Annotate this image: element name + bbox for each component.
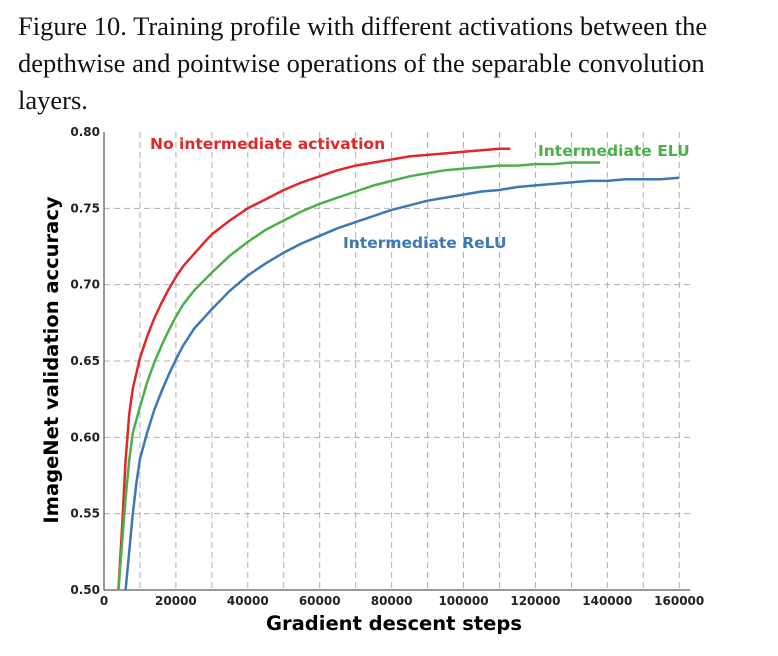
x-tick-label: 80000 bbox=[371, 594, 413, 608]
y-tick-label: 0.80 bbox=[70, 125, 100, 139]
y-tick-label: 0.60 bbox=[70, 430, 100, 444]
x-tick-label: 120000 bbox=[510, 594, 560, 608]
y-tick-label: 0.75 bbox=[70, 201, 100, 215]
annotation-no-intermediate: No intermediate activation bbox=[150, 135, 385, 153]
series-line-intermediate-relu bbox=[124, 176, 680, 591]
y-tick-label: 0.70 bbox=[70, 278, 100, 292]
annotation-intermediate-elu: Intermediate ELU bbox=[538, 142, 690, 160]
y-tick-label: 0.55 bbox=[70, 507, 100, 521]
x-tick-label: 160000 bbox=[654, 594, 704, 608]
y-tick-labels: 0.50 0.55 0.60 0.65 0.70 0.75 0.80 bbox=[70, 125, 100, 597]
series-lines bbox=[117, 147, 680, 591]
series-line-intermediate-elu bbox=[117, 161, 601, 591]
figure-caption: Figure 10. Training profile with differe… bbox=[18, 11, 708, 115]
plot-axes bbox=[103, 132, 690, 591]
y-tick-label: 0.50 bbox=[70, 583, 100, 597]
x-tick-label: 0 bbox=[100, 594, 108, 608]
y-tick-label: 0.65 bbox=[70, 354, 100, 368]
x-axis-label: Gradient descent steps bbox=[266, 612, 522, 635]
grid-lines bbox=[104, 132, 690, 590]
x-tick-labels: 0 20000 40000 60000 80000 100000 120000 140000 1… bbox=[100, 594, 704, 608]
x-tick-label: 40000 bbox=[227, 594, 269, 608]
x-tick-label: 20000 bbox=[155, 594, 197, 608]
annotation-intermediate-relu: Intermediate ReLU bbox=[343, 234, 507, 252]
x-tick-label: 140000 bbox=[582, 594, 632, 608]
x-tick-label: 100000 bbox=[438, 594, 488, 608]
x-tick-label: 60000 bbox=[299, 594, 341, 608]
series-line-no-intermediate-activation bbox=[117, 147, 511, 591]
y-axis-label: ImageNet validation accuracy bbox=[40, 196, 63, 523]
